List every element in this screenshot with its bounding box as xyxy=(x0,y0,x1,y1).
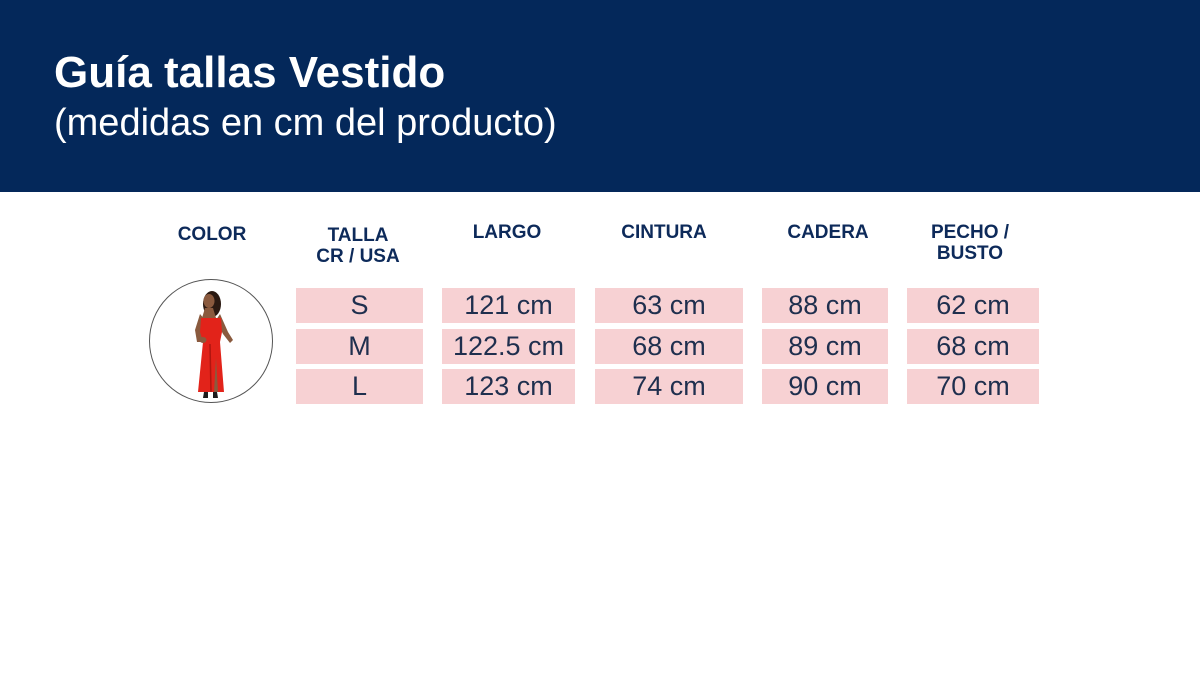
cell-largo-m: 122.5 cm xyxy=(442,329,575,364)
cell-pecho-l: 70 cm xyxy=(907,369,1039,404)
page-title: Guía tallas Vestido xyxy=(54,48,446,97)
column-header-pecho-busto: PECHO / BUSTO xyxy=(905,222,1035,264)
cell-cintura-s: 63 cm xyxy=(595,288,743,323)
cell-cintura-l: 74 cm xyxy=(595,369,743,404)
column-header-pecho-line1: PECHO / xyxy=(930,222,1010,243)
red-dress-model-photo xyxy=(149,279,273,403)
cell-cadera-m: 89 cm xyxy=(762,329,888,364)
cell-cadera-s: 88 cm xyxy=(762,288,888,323)
column-header-cadera-label: CADERA xyxy=(787,222,869,243)
cell-pecho-s: 62 cm xyxy=(907,288,1039,323)
column-header-largo-label: LARGO xyxy=(472,222,542,243)
cell-talla-s: S xyxy=(296,288,423,323)
cell-talla-l: L xyxy=(296,369,423,404)
cell-largo-l: 123 cm xyxy=(442,369,575,404)
column-header-talla-line1: TALLA xyxy=(327,225,389,246)
header-banner: Guía tallas Vestido (medidas en cm del p… xyxy=(0,0,1200,192)
column-header-color: COLOR xyxy=(162,224,262,245)
column-header-talla-line2: CR / USA xyxy=(316,246,400,267)
column-header-cadera: CADERA xyxy=(763,222,893,243)
cell-pecho-m: 68 cm xyxy=(907,329,1039,364)
column-header-talla: TALLA CR / USA xyxy=(293,225,423,267)
cell-largo-s: 121 cm xyxy=(442,288,575,323)
page-subtitle: (medidas en cm del producto) xyxy=(54,102,557,144)
column-header-largo: LARGO xyxy=(442,222,572,243)
cell-cintura-m: 68 cm xyxy=(595,329,743,364)
cell-cadera-l: 90 cm xyxy=(762,369,888,404)
column-header-color-label: COLOR xyxy=(177,224,247,245)
column-header-cintura-label: CINTURA xyxy=(621,222,707,243)
column-header-cintura: CINTURA xyxy=(594,222,734,243)
column-header-pecho-line2: BUSTO xyxy=(936,243,1004,264)
cell-talla-m: M xyxy=(296,329,423,364)
